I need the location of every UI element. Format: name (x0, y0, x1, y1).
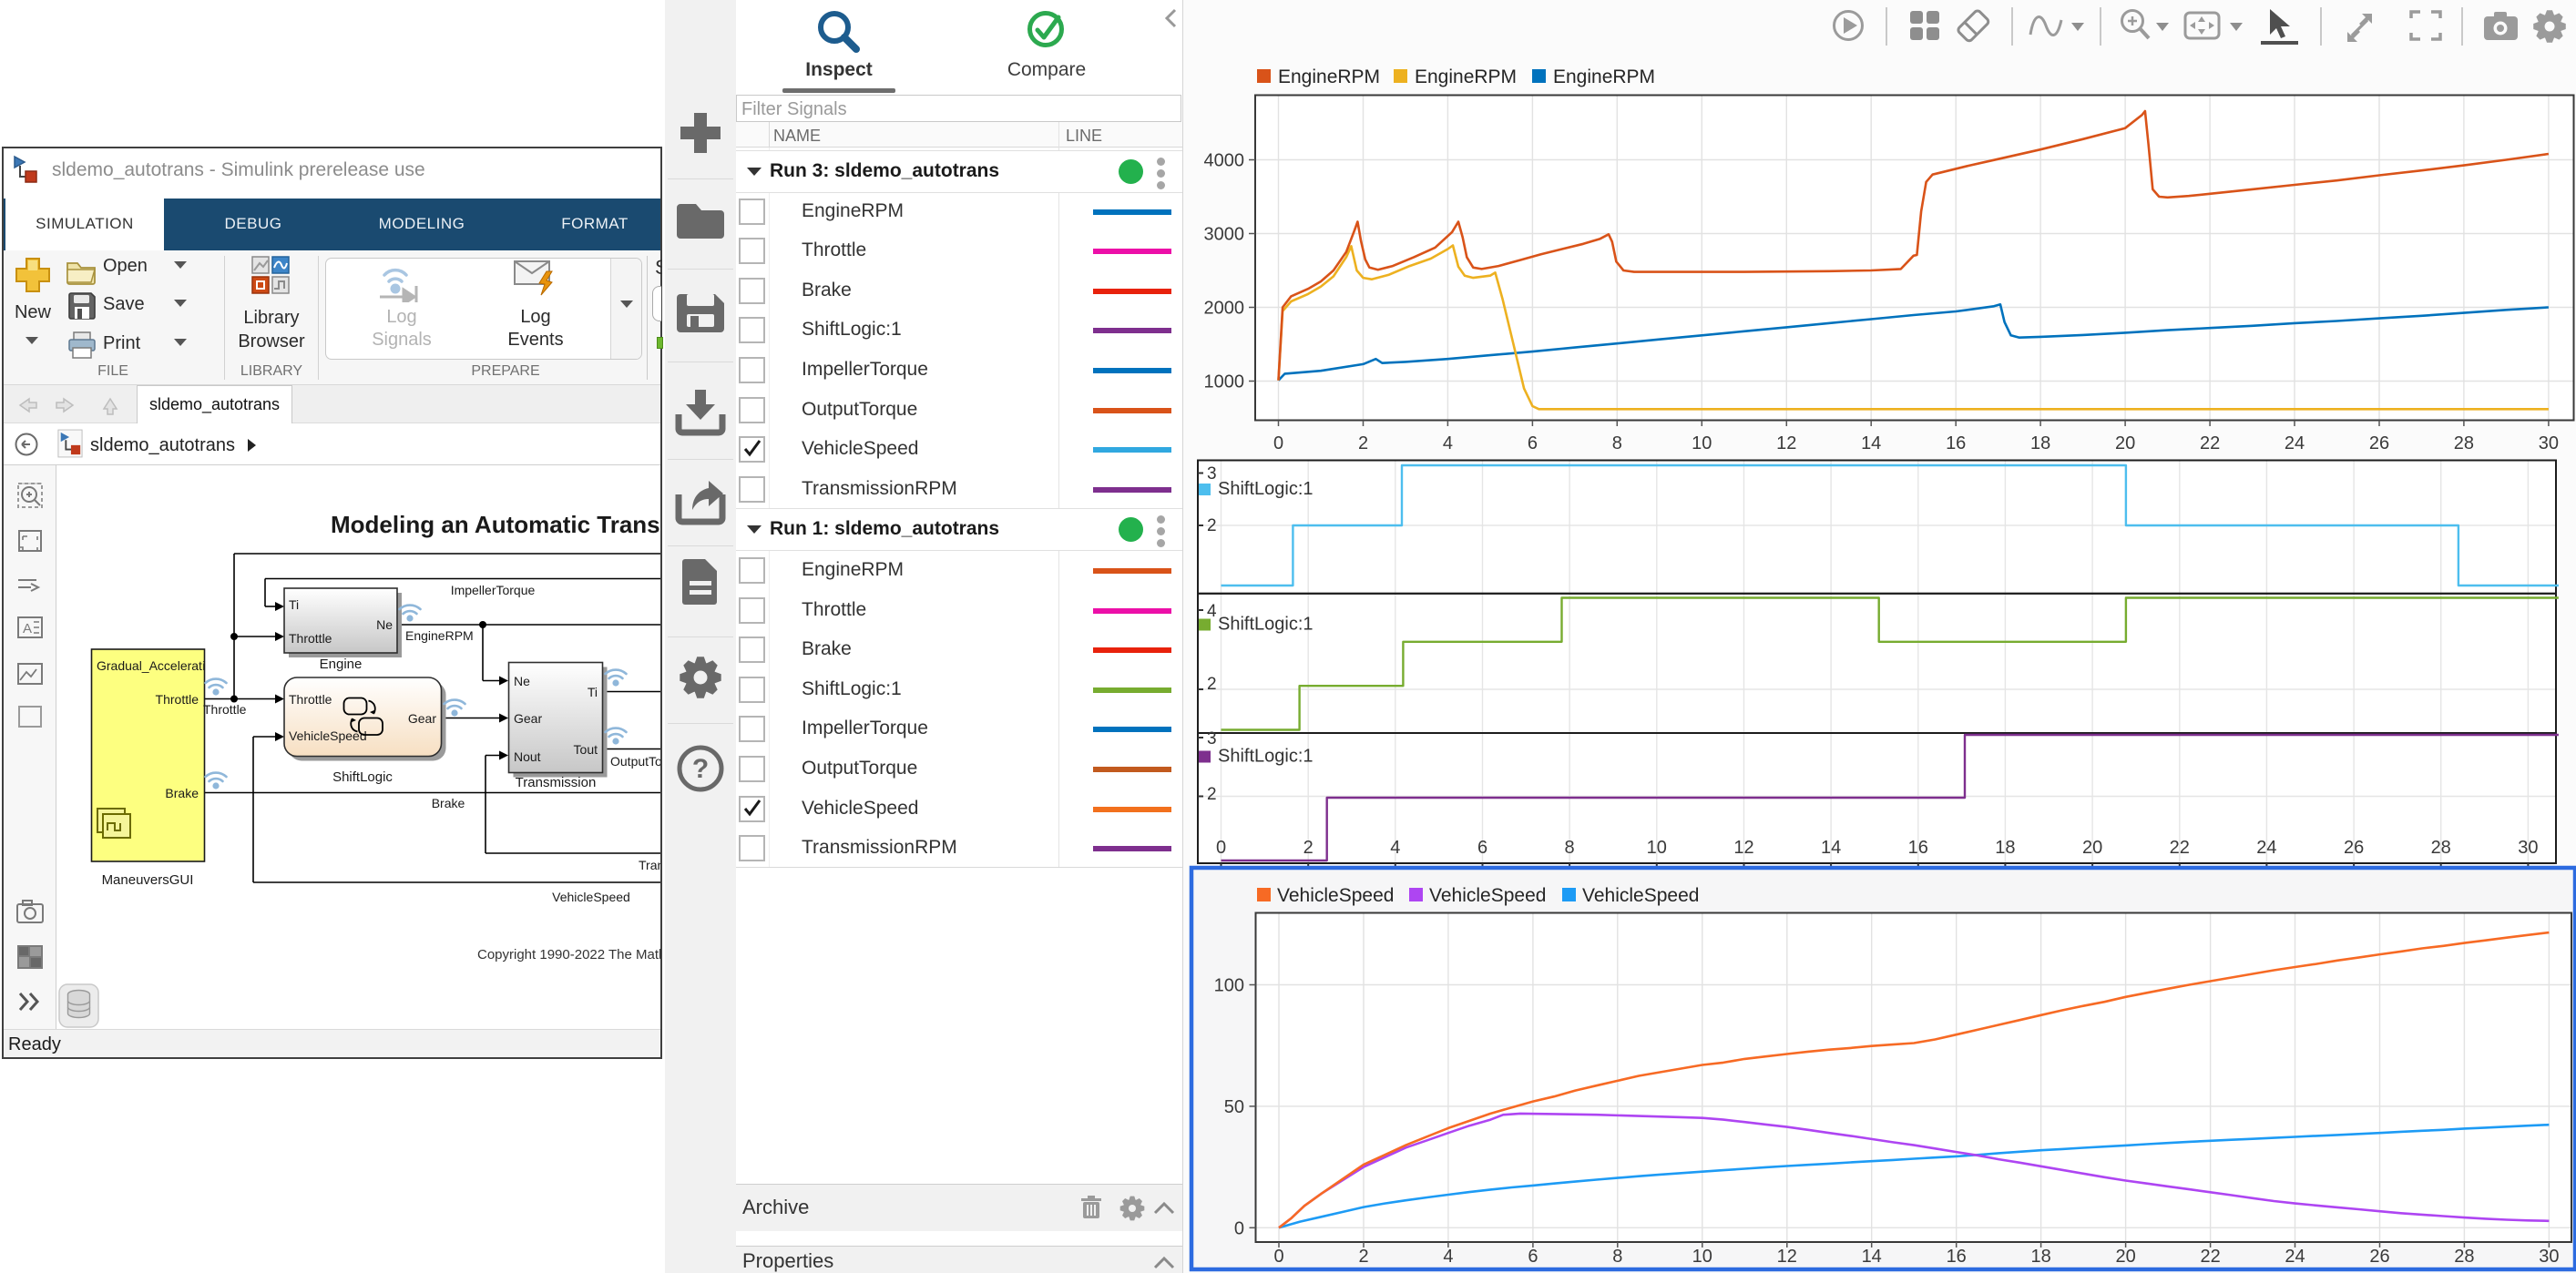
svg-text:10: 10 (1692, 1247, 1712, 1267)
svg-text:18: 18 (2030, 1247, 2050, 1267)
svg-text:20: 20 (2115, 1247, 2135, 1267)
svg-text:VehicleSpeed: VehicleSpeed (289, 728, 367, 743)
svg-text:VehicleSpeed: VehicleSpeed (1429, 885, 1546, 906)
svg-text:Ti: Ti (289, 597, 299, 612)
svg-text:Throttle: Throttle (289, 692, 332, 707)
svg-text:ImpellerTorque: ImpellerTorque (451, 583, 536, 597)
svg-text:18: 18 (2030, 433, 2050, 453)
svg-text:Throttle: Throttle (156, 692, 199, 707)
svg-text:Modeling an Automatic Transm: Modeling an Automatic Transm (331, 511, 660, 538)
svg-text:28: 28 (2431, 838, 2451, 858)
svg-text:0: 0 (1273, 1247, 1283, 1267)
svg-text:ShiftLogic: ShiftLogic (332, 769, 393, 785)
svg-text:10: 10 (1692, 433, 1712, 453)
svg-text:Engine: Engine (320, 657, 363, 672)
svg-text:Tran: Tran (639, 858, 660, 872)
svg-text:VehicleSpeed: VehicleSpeed (1582, 885, 1699, 906)
svg-text:14: 14 (1861, 433, 1881, 453)
svg-text:Nout: Nout (514, 749, 541, 764)
svg-text:0: 0 (1273, 433, 1283, 453)
svg-text:24: 24 (2256, 838, 2276, 858)
svg-text:24: 24 (2285, 1247, 2305, 1267)
svg-text:Gear: Gear (408, 711, 436, 726)
svg-text:Throttle: Throttle (289, 631, 332, 646)
svg-text:16: 16 (1908, 838, 1928, 858)
svg-text:Ne: Ne (376, 617, 393, 632)
svg-text:16: 16 (1947, 1247, 1967, 1267)
svg-text:22: 22 (2170, 838, 2190, 858)
svg-text:8: 8 (1565, 838, 1575, 858)
svg-text:100: 100 (1214, 976, 1244, 996)
svg-text:Transmission: Transmission (516, 775, 597, 790)
svg-text:Ti: Ti (588, 685, 598, 699)
svg-text:Throttle: Throttle (203, 702, 247, 717)
svg-text:Ne: Ne (514, 674, 530, 688)
svg-text:14: 14 (1862, 1247, 1882, 1267)
svg-text:26: 26 (2344, 838, 2364, 858)
svg-text:Brake: Brake (165, 786, 199, 800)
svg-text:ShiftLogic:1: ShiftLogic:1 (1218, 615, 1314, 635)
svg-text:26: 26 (2369, 433, 2389, 453)
svg-text:2: 2 (1303, 838, 1314, 858)
svg-text:30: 30 (2518, 838, 2538, 858)
svg-text:ManeuversGUI: ManeuversGUI (102, 872, 194, 888)
svg-text:4: 4 (1207, 602, 1217, 621)
svg-text:Gradual_Acceleration: Gradual_Acceleration (97, 658, 220, 673)
svg-text:3: 3 (1207, 464, 1217, 484)
svg-text:26: 26 (2369, 1247, 2389, 1267)
svg-text:18: 18 (1995, 838, 2015, 858)
svg-text:30: 30 (2539, 433, 2559, 453)
svg-text:8: 8 (1612, 433, 1622, 453)
svg-text:12: 12 (1733, 838, 1753, 858)
svg-text:Copyright 1990-2022 The MathW: Copyright 1990-2022 The MathW (477, 947, 660, 962)
svg-text:2: 2 (1207, 516, 1217, 535)
svg-text:2: 2 (1207, 675, 1217, 694)
svg-text:ShiftLogic:1: ShiftLogic:1 (1218, 479, 1314, 499)
svg-text:VehicleSpeed: VehicleSpeed (1277, 885, 1394, 906)
svg-text:2: 2 (1358, 433, 1368, 453)
svg-text:8: 8 (1612, 1247, 1622, 1267)
svg-text:4: 4 (1443, 1247, 1453, 1267)
svg-text:28: 28 (2454, 433, 2474, 453)
svg-text:3000: 3000 (1204, 225, 1245, 245)
svg-text:EngineRPM: EngineRPM (405, 628, 474, 643)
svg-text:VehicleSpeed: VehicleSpeed (552, 890, 630, 904)
svg-text:20: 20 (2115, 433, 2135, 453)
svg-text:2000: 2000 (1204, 299, 1245, 319)
svg-text:4: 4 (1443, 433, 1453, 453)
svg-text:1000: 1000 (1204, 372, 1245, 392)
svg-text:3: 3 (1207, 729, 1217, 749)
svg-text:6: 6 (1477, 838, 1487, 858)
svg-text:4: 4 (1390, 838, 1400, 858)
svg-text:30: 30 (2539, 1247, 2559, 1267)
svg-text:0: 0 (1234, 1218, 1244, 1238)
svg-text:2: 2 (1207, 785, 1217, 804)
svg-text:28: 28 (2454, 1247, 2474, 1267)
svg-text:OutputTor: OutputTor (610, 754, 660, 769)
svg-text:Gear: Gear (514, 711, 542, 726)
svg-text:22: 22 (2200, 433, 2220, 453)
svg-text:4000: 4000 (1204, 151, 1245, 171)
svg-text:6: 6 (1528, 1247, 1538, 1267)
svg-text:22: 22 (2200, 1247, 2220, 1267)
svg-text:50: 50 (1224, 1097, 1244, 1117)
svg-text:2: 2 (1358, 1247, 1368, 1267)
svg-text:12: 12 (1777, 1247, 1797, 1267)
svg-text:ShiftLogic:1: ShiftLogic:1 (1218, 747, 1314, 767)
svg-text:24: 24 (2285, 433, 2305, 453)
svg-text:?: ? (692, 754, 709, 784)
svg-text:Brake: Brake (432, 796, 465, 810)
svg-text:20: 20 (2082, 838, 2102, 858)
svg-text:14: 14 (1821, 838, 1841, 858)
svg-text:6: 6 (1528, 433, 1538, 453)
svg-text:0: 0 (1216, 838, 1226, 858)
svg-text:Tout: Tout (574, 742, 598, 757)
svg-text:EngineRPM: EngineRPM (1553, 66, 1655, 87)
svg-text:16: 16 (1946, 433, 1966, 453)
svg-text:10: 10 (1647, 838, 1667, 858)
svg-text:EngineRPM: EngineRPM (1278, 66, 1380, 87)
svg-text:EngineRPM: EngineRPM (1415, 66, 1517, 87)
svg-text:A: A (23, 621, 32, 636)
svg-text:12: 12 (1776, 433, 1796, 453)
